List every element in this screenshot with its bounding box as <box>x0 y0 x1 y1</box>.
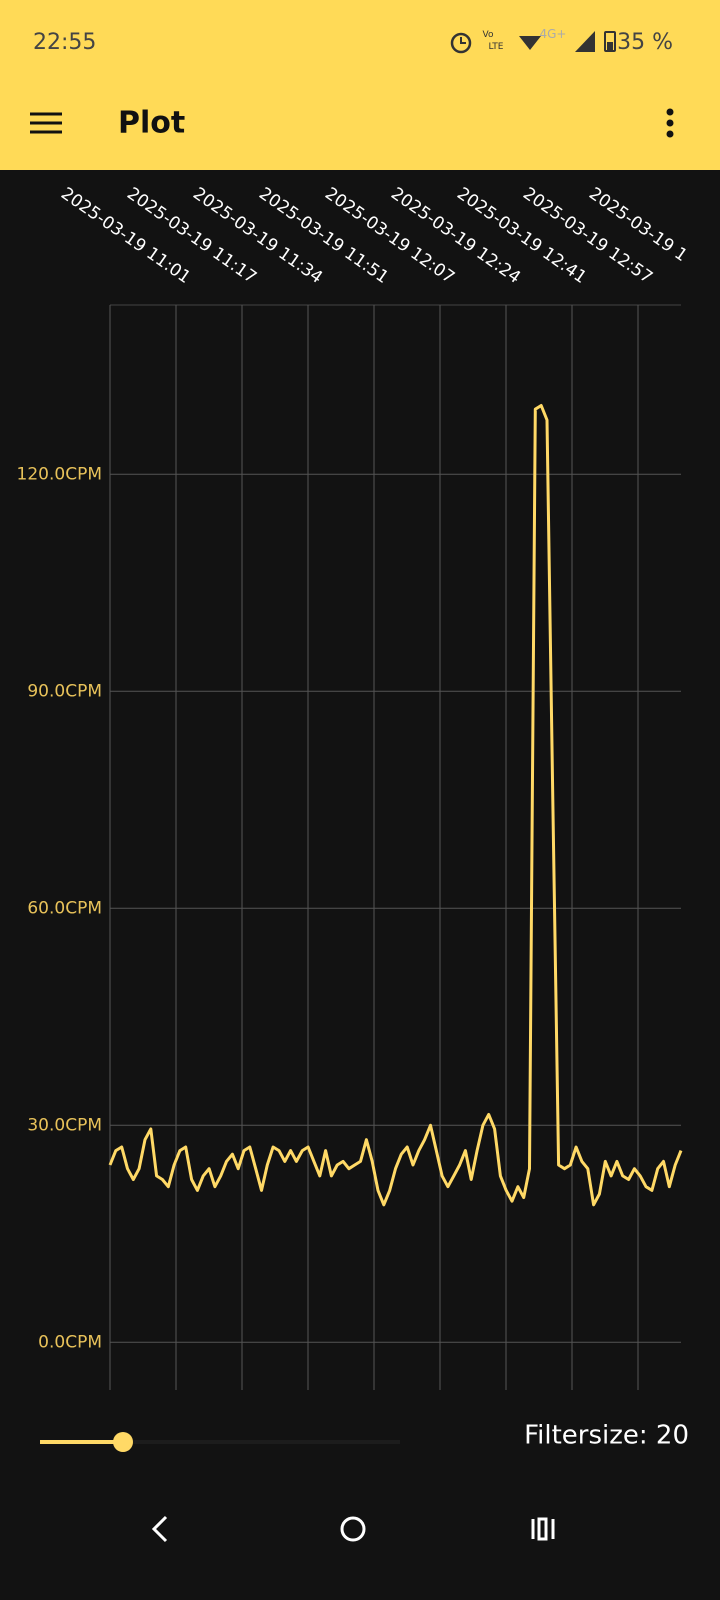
slider-thumb[interactable] <box>113 1432 133 1452</box>
y-tick-label: 60.0CPM <box>27 898 102 918</box>
y-tick-label: 120.0CPM <box>17 464 102 484</box>
nav-recents[interactable] <box>531 1517 555 1541</box>
app-title: Plot <box>118 106 185 141</box>
y-tick-label: 0.0CPM <box>38 1332 102 1352</box>
filter-label: Filtersize: 20 <box>524 1421 689 1451</box>
status-icons: Vo LTE 4G+ <box>450 27 616 54</box>
data-line <box>108 404 683 1207</box>
svg-text:LTE: LTE <box>489 42 504 52</box>
y-tick-label: 90.0CPM <box>27 681 102 701</box>
header-bg <box>0 0 720 170</box>
svg-text:4G+: 4G+ <box>540 27 567 41</box>
nav-back[interactable] <box>151 1515 168 1543</box>
status-time: 22:55 <box>33 30 96 55</box>
svg-text:Vo: Vo <box>483 30 494 40</box>
status-battery: 35 % <box>617 30 673 55</box>
menu-button[interactable] <box>30 112 62 134</box>
plot: 0.0CPM30.0CPM60.0CPM90.0CPM120.0CPM2025-… <box>17 184 691 1390</box>
y-tick-label: 30.0CPM <box>27 1115 102 1135</box>
overflow-menu[interactable] <box>666 108 674 138</box>
nav-home[interactable] <box>340 1516 366 1542</box>
